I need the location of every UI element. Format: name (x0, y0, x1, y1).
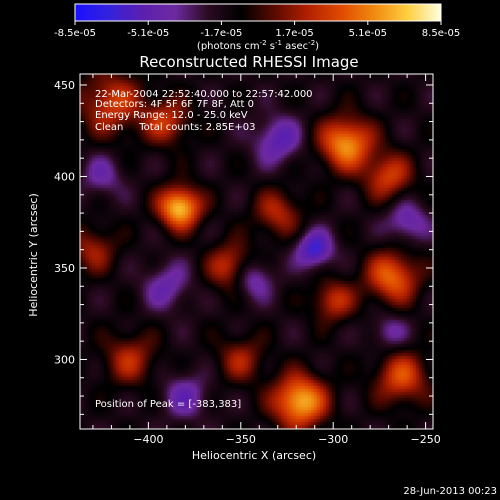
y-tick-label: 350 (54, 262, 75, 275)
colorbar-tick-label: -8.5e-05 (54, 28, 96, 39)
y-tick-label: 450 (54, 79, 75, 92)
y-axis-ticks: 300 350 400 450 (54, 79, 433, 415)
colorbar-unit-label: (photons cm-2 s-1 asec-2) (197, 39, 319, 52)
x-axis-label: Heliocentric X (arcsec) (192, 449, 316, 462)
annotation-block: 22-Mar-2004 22:52:40.000 to 22:57:42.000… (95, 89, 313, 410)
annotation-detectors: Detectors: 4F 5F 6F 7F 8F, Att 0 (95, 99, 254, 110)
colorbar-tick-label: 1.7e-05 (275, 28, 313, 39)
annotation-peak-position: Position of Peak = [-383,383] (95, 399, 241, 410)
annotation-clean-counts: Clean Total counts: 2.85E+03 (95, 122, 255, 133)
y-axis-label: Heliocentric Y (arcsec) (27, 193, 40, 317)
x-tick-label: −250 (410, 433, 440, 446)
colorbar-tick-label: 8.5e-05 (422, 28, 460, 39)
footer-date: 28-Jun-2013 00:23 (403, 486, 497, 497)
colorbar-tick-label: -5.1e-05 (127, 28, 169, 39)
colorbar-tick-label: 5.1e-05 (349, 28, 387, 39)
chart-title: Reconstructed RHESSI Image (139, 53, 358, 71)
annotation-energy-range: Energy Range: 12.0 - 25.0 keV (95, 110, 248, 121)
x-tick-label: −400 (133, 433, 163, 446)
x-axis-ticks: −400 −350 −300 −250 (92, 74, 441, 446)
x-tick-label: −350 (226, 433, 256, 446)
plot-frame (79, 73, 434, 430)
x-tick-label: −300 (318, 433, 348, 446)
colorbar (74, 3, 442, 22)
colorbar-ticks: -8.5e-05 -5.1e-05 -1.7e-05 1.7e-05 5.1e-05 8.… (54, 21, 460, 39)
y-tick-label: 300 (54, 353, 75, 366)
heatmap-image (80, 74, 433, 429)
annotation-time-range: 22-Mar-2004 22:52:40.000 to 22:57:42.000 (95, 89, 313, 100)
y-tick-label: 400 (54, 170, 75, 183)
colorbar-tick-label: -1.7e-05 (200, 28, 242, 39)
